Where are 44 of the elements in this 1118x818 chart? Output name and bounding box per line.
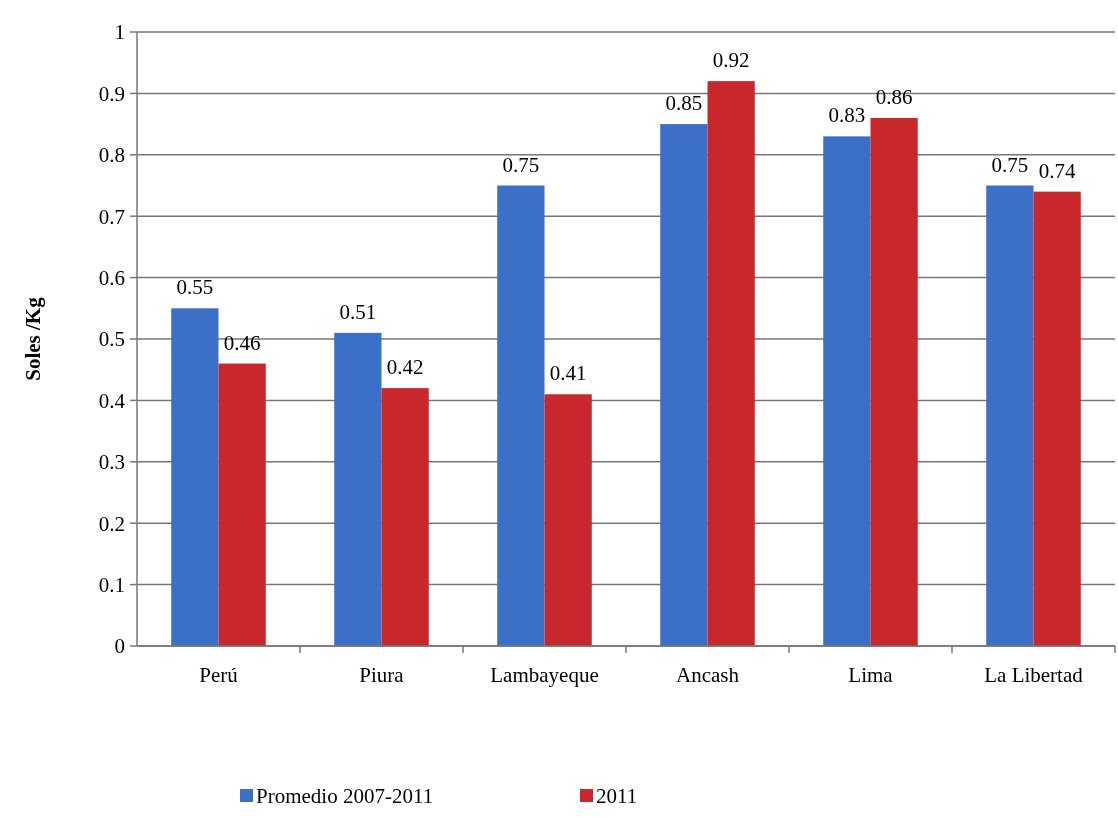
data-label: 0.74 <box>1038 158 1077 183</box>
bar <box>334 332 382 646</box>
bar <box>218 363 266 646</box>
data-label: 0.75 <box>991 152 1029 177</box>
y-tick-label: 0.7 <box>98 204 125 229</box>
data-label: 0.55 <box>176 275 214 300</box>
bar <box>870 117 918 646</box>
y-tick-label: 1 <box>114 20 125 45</box>
bar <box>544 394 592 646</box>
x-tick-label: La Libertad <box>984 663 1084 687</box>
bar <box>171 308 219 646</box>
y-axis-title: Soles /Kg <box>21 296 45 381</box>
x-tick-label: Piura <box>359 663 405 687</box>
y-tick-label: 0.3 <box>98 450 125 475</box>
bar <box>986 185 1034 646</box>
data-label: 0.51 <box>339 299 377 324</box>
y-tick-label: 0.9 <box>98 81 125 106</box>
y-tick-label: 0 <box>114 634 125 659</box>
legend-label: Promedio 2007-2011 <box>256 784 434 808</box>
bar <box>660 124 708 646</box>
data-label: 0.92 <box>712 48 750 73</box>
data-label: 0.83 <box>828 103 866 128</box>
x-tick-label: Ancash <box>676 663 740 687</box>
y-tick-label: 0.5 <box>98 327 125 352</box>
bar <box>707 81 755 646</box>
x-tick-label: Perú <box>199 663 239 687</box>
y-tick-label: 0.2 <box>98 511 125 536</box>
data-label: 0.42 <box>386 355 424 380</box>
y-tick-label: 0.6 <box>98 265 125 290</box>
legend-label: 2011 <box>596 784 638 808</box>
bar <box>497 185 545 646</box>
data-label: 0.75 <box>502 152 540 177</box>
x-tick-label: Lambayeque <box>490 663 599 687</box>
data-label: 0.86 <box>875 84 913 109</box>
data-label: 0.46 <box>223 330 261 355</box>
y-tick-label: 0.1 <box>98 572 125 597</box>
bar <box>381 388 429 646</box>
bar <box>1033 191 1081 646</box>
x-tick-label: Lima <box>848 663 894 687</box>
y-tick-label: 0.8 <box>98 143 125 168</box>
data-label: 0.85 <box>665 91 703 116</box>
y-tick-label: 0.4 <box>98 388 126 413</box>
bar <box>823 136 871 646</box>
data-label: 0.41 <box>549 361 587 386</box>
